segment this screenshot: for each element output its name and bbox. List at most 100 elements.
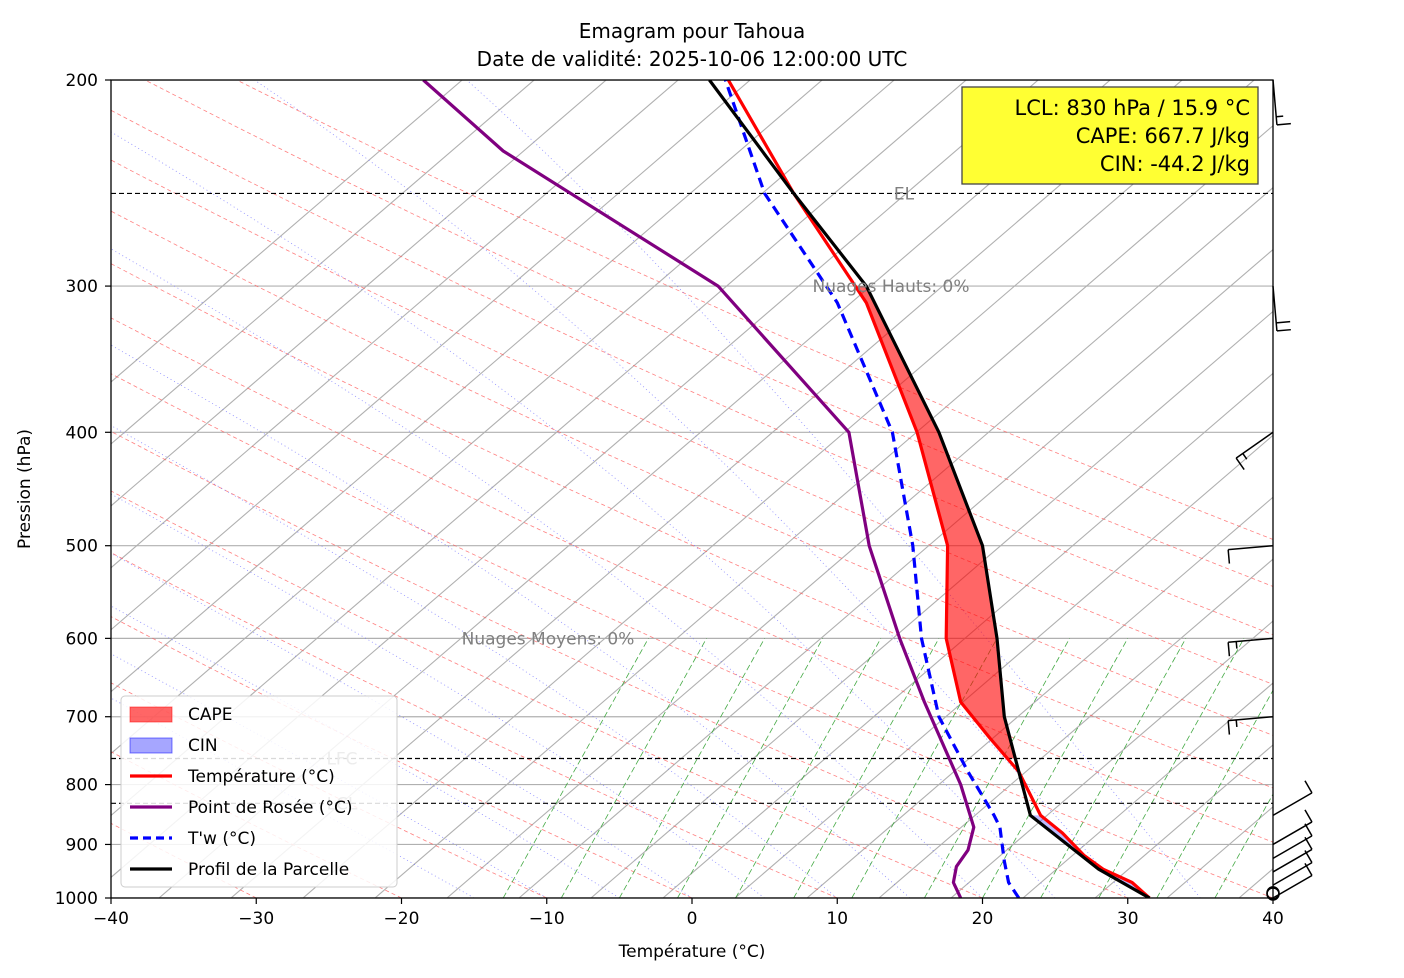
y-tick-label: 600: [66, 629, 98, 649]
wind-barb: [1272, 286, 1291, 332]
isotherm-line: [111, 80, 752, 631]
isotherm-line: [662, 372, 1273, 898]
y-tick-label: 900: [66, 835, 98, 855]
wind-barb-feather: [1276, 320, 1291, 324]
dry-adiabat-line: [111, 431, 1128, 898]
wind-barb: [1272, 850, 1313, 886]
wind-barb-staff: [1272, 792, 1313, 817]
dry-adiabat-line: [111, 210, 1273, 736]
wind-barb: [1235, 431, 1274, 471]
wind-barb: [1227, 715, 1274, 735]
wind-barb: [1227, 637, 1274, 657]
y-tick-label: 500: [66, 537, 98, 557]
wind-barb-feather: [1304, 780, 1313, 794]
isotherm-line: [1022, 682, 1273, 898]
wind-barb-half-feather: [1235, 641, 1238, 649]
legend-label: Profil de la Parcelle: [188, 860, 349, 880]
legend-label: Point de Rosée (°C): [188, 798, 353, 818]
legend-label: CAPE: [188, 705, 233, 725]
x-tick-label: 30: [1117, 909, 1139, 929]
x-tick-label: 20: [972, 909, 994, 929]
dry-adiabat-line: [111, 317, 1273, 843]
series-line-1: [422, 80, 976, 898]
y-axis-label: Pression (hPa): [15, 429, 35, 549]
y-tick-label: 400: [66, 423, 98, 443]
wind-barb-feather: [1227, 720, 1231, 735]
wind-barbs: [1227, 79, 1313, 901]
info-line: LCL: 830 hPa / 15.9 °C: [1015, 96, 1251, 120]
wind-barb-staff: [1228, 715, 1274, 722]
wind-barb-feather: [1304, 863, 1313, 876]
wind-barb-staff: [1272, 286, 1278, 331]
isotherm-line: [111, 80, 464, 383]
y-tick-label: 200: [66, 71, 98, 91]
x-tick-label: −20: [384, 909, 420, 929]
y-tick-label: 300: [66, 277, 98, 297]
wind-barb-feather: [1304, 823, 1313, 837]
wind-barb: [1272, 836, 1313, 873]
calm-circle: [1266, 887, 1280, 901]
wind-barb: [1272, 79, 1291, 126]
isotherm-line: [518, 248, 1273, 898]
legend-box: [120, 695, 398, 888]
moist-adiabat-line: [111, 131, 1056, 898]
y-tick-label: 700: [66, 708, 98, 728]
legend-label: CIN: [188, 736, 218, 756]
wind-barb-feather: [1276, 328, 1291, 332]
chart-subtitle: Date de validité: 2025-10-06 12:00:00 UT…: [477, 47, 908, 71]
moist-adiabat-line: [111, 248, 983, 898]
y-tick-label: 1000: [55, 889, 98, 909]
mixing-ratio-line: [735, 638, 882, 898]
wind-barb-staff: [1272, 861, 1313, 886]
legend-label: T'w (°C): [187, 829, 256, 849]
info-box-background: [961, 86, 1259, 185]
mixing-ratio-line: [677, 638, 824, 898]
wind-barb-feather: [1304, 850, 1313, 864]
mixing-ratio-line: [502, 638, 649, 898]
isotherm-line: [734, 434, 1273, 898]
info-box: LCL: 830 hPa / 15.9 °C CAPE: 667.7 J/kg CI…: [961, 86, 1259, 185]
wind-barb-staff: [1228, 544, 1274, 551]
cloud-annotation: Nuages Hauts: 0%: [812, 277, 969, 297]
moist-adiabat-line: [254, 80, 1129, 898]
wind-barb-feather: [1304, 809, 1313, 823]
series-line-2: [723, 80, 1021, 898]
wind-barb-feather: [1276, 122, 1291, 126]
wind-barb-half-feather: [1276, 115, 1284, 118]
x-tick-label: −40: [93, 909, 129, 929]
wind-barb-half-feather: [1235, 719, 1238, 727]
x-tick-label: 40: [1262, 909, 1284, 929]
moist-adiabat-line: [111, 653, 548, 898]
dry-adiabat-line: [111, 490, 983, 898]
mixing-ratio-line: [924, 638, 1070, 898]
isotherm-line: [878, 558, 1273, 898]
dry-adiabat-line: [111, 159, 1273, 685]
wind-barb-feather: [1227, 642, 1231, 657]
mixing-ratio-line: [619, 638, 765, 898]
moist-adiabat-line: [111, 552, 693, 898]
series-line-0: [726, 80, 1151, 898]
dry-adiabat-line: [111, 373, 1273, 898]
mixing-ratio-line: [1214, 793, 1273, 898]
series-lines: [422, 80, 1151, 898]
mixing-ratio-line: [1040, 638, 1187, 898]
mixing-ratio-line: [982, 638, 1129, 898]
wind-barb-feather: [1227, 549, 1231, 564]
isotherm-line: [111, 80, 680, 569]
isotherm-line: [1094, 744, 1273, 898]
dry-adiabat-line: [111, 552, 838, 898]
dry-adiabat-line: [111, 616, 693, 898]
legend-swatch: [129, 737, 173, 754]
isotherm-line: [111, 80, 608, 507]
wind-barb: [1272, 780, 1313, 817]
info-line: CAPE: 667.7 J/kg: [1076, 124, 1250, 148]
cape-area: [855, 286, 1016, 759]
wind-barb-feather: [1304, 836, 1313, 850]
wind-barb-half-feather: [1242, 453, 1248, 460]
mixing-ratio-line: [560, 638, 707, 898]
x-tick-label: 10: [826, 909, 848, 929]
mixing-ratio-line: [793, 638, 940, 898]
isotherm-line: [806, 496, 1273, 898]
isotherm-line: [950, 620, 1273, 898]
series-line-3: [708, 80, 1151, 898]
